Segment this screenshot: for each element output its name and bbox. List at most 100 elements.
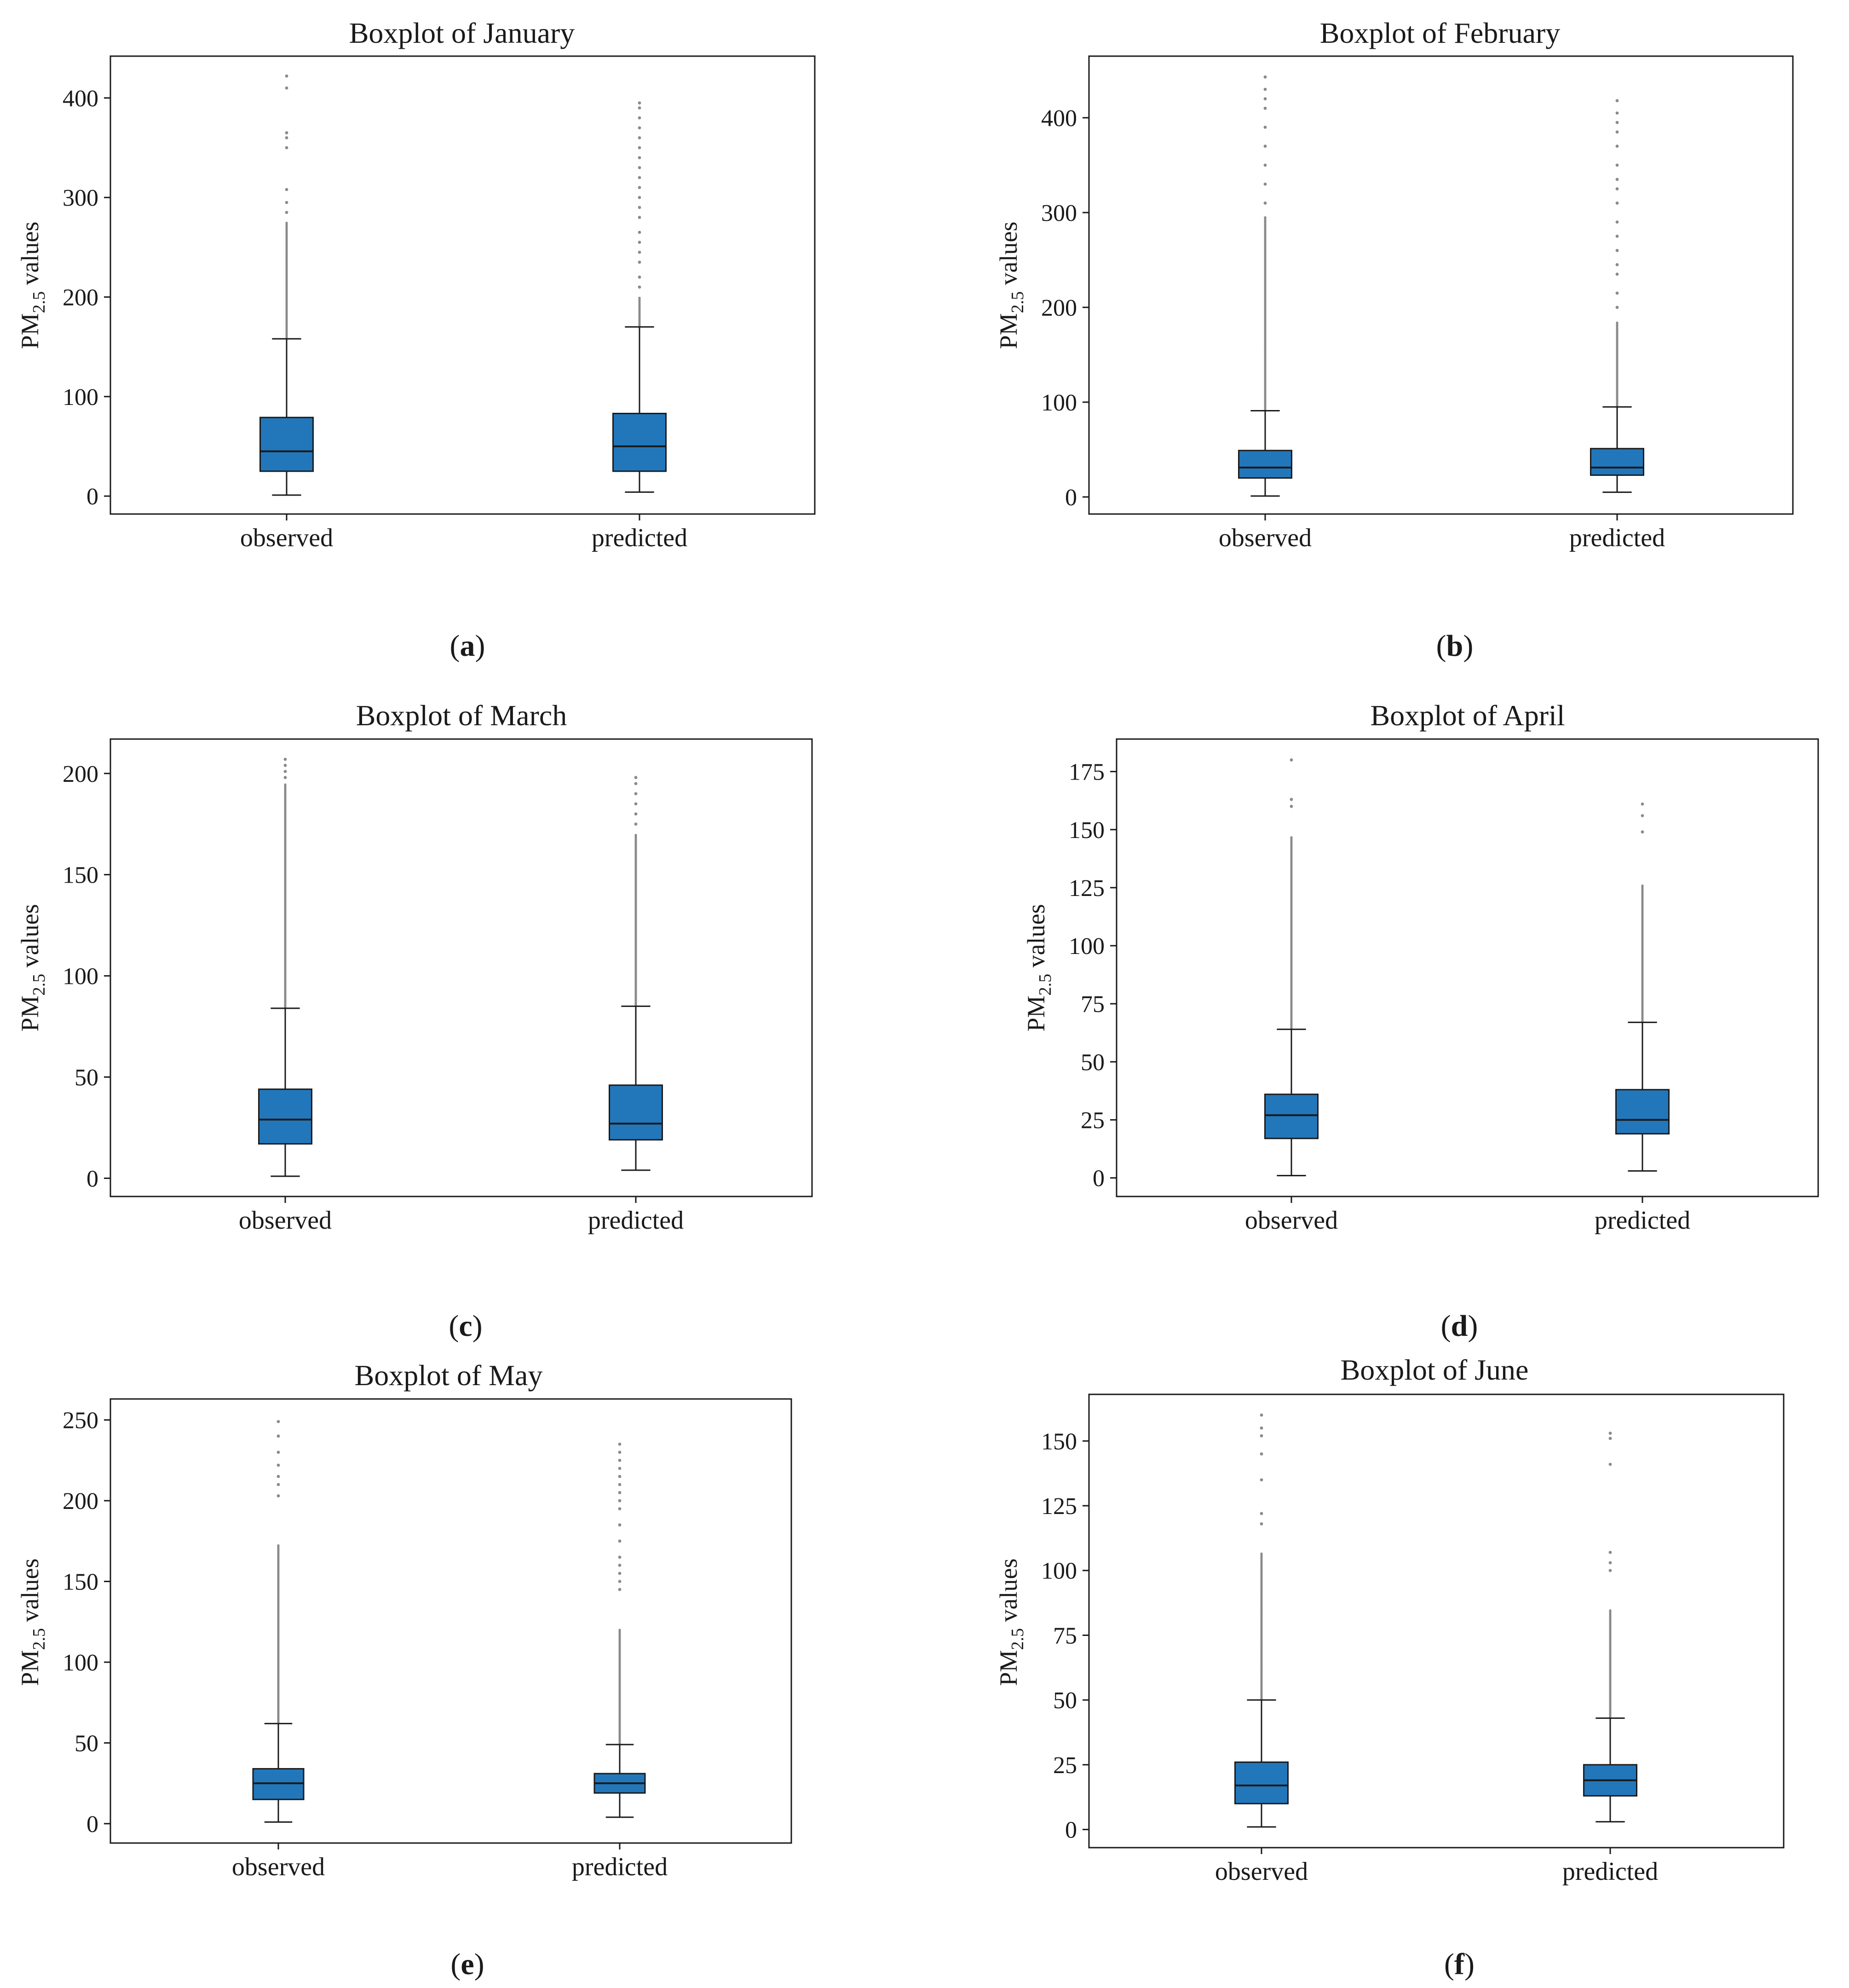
outlier-point (276, 1475, 280, 1478)
y-tick-label: 50 (1081, 1049, 1105, 1075)
x-tick-label: predicted (572, 1853, 668, 1881)
plot-frame (109, 738, 813, 1197)
box-predicted (612, 413, 667, 472)
chart-title: Boxplot of March (356, 699, 567, 732)
box-observed (258, 1088, 312, 1145)
outlier-dense-point (285, 221, 288, 224)
y-tick-label: 300 (63, 185, 98, 211)
outlier-point (638, 101, 641, 105)
y-tick-label: 0 (1065, 1817, 1077, 1844)
outlier-point (618, 1451, 622, 1454)
y-tick-label: 25 (1081, 1107, 1105, 1133)
outlier-point (1260, 1478, 1263, 1482)
outlier-point (285, 146, 288, 150)
outlier-point (276, 1463, 280, 1467)
chart-title: Boxplot of April (1370, 699, 1565, 732)
y-tick-label: 25 (1053, 1752, 1077, 1779)
y-axis-label: PM2.5 values (995, 1559, 1027, 1686)
outlier-point (1263, 163, 1267, 167)
outlier-point (283, 769, 287, 773)
outlier-point (638, 166, 641, 169)
outlier-point (285, 201, 288, 204)
outlier-point (1608, 1561, 1612, 1565)
outlier-point (1260, 1452, 1263, 1456)
panel-d: Boxplot of April (d) PM2.5 values 0 25 50 7… (1022, 699, 1819, 1343)
outlier-point (634, 782, 638, 786)
svg-text:(e): (e) (450, 1948, 484, 1981)
panel-b: Boxplot of February (b) PM2.5 values 0 10… (995, 17, 1794, 663)
outlier-point (618, 1499, 622, 1503)
x-tick-label: predicted (1569, 524, 1665, 552)
panel-c: Boxplot of March (c) PM2.5 values 0 50 100… (16, 699, 813, 1343)
y-tick-label: 200 (63, 284, 98, 311)
outlier-dense-point (284, 783, 287, 786)
y-tick-label: 200 (63, 761, 98, 787)
box-observed (1234, 1761, 1289, 1804)
outlier-point (1263, 75, 1267, 79)
outlier-point (276, 1494, 280, 1497)
plot-area: 0 50 100 150 200 250 observed predicted (63, 1398, 792, 1881)
outlier-point (618, 1572, 622, 1575)
outlier-point (1615, 99, 1619, 103)
panel-label-letter: b (1446, 629, 1463, 663)
outlier-point (638, 275, 641, 279)
outlier-point (276, 1483, 280, 1486)
x-tick-label: predicted (1562, 1857, 1658, 1886)
outlier-point (1263, 182, 1267, 186)
plot-frame (1116, 738, 1819, 1197)
outlier-point (634, 812, 638, 816)
outlier-point (1641, 830, 1644, 834)
y-tick-label: 400 (1041, 105, 1077, 132)
outlier-point (1260, 1426, 1263, 1430)
y-tick-label: 100 (1069, 933, 1105, 959)
outlier-point (1260, 1512, 1263, 1515)
outlier-point (618, 1580, 622, 1583)
panel-label: (d) (1441, 1309, 1478, 1343)
y-tick-label: 75 (1053, 1623, 1077, 1649)
outlier-point (276, 1451, 280, 1454)
outlier-point (638, 146, 641, 150)
y-axis-label: PM2.5 values (995, 222, 1027, 349)
outlier-point (618, 1491, 622, 1494)
panel-label-letter: d (1451, 1309, 1468, 1343)
outlier-point (1615, 248, 1619, 252)
outlier-point (285, 136, 288, 139)
panel-label-letter: a (460, 629, 475, 663)
plot-area: 0 50 100 150 200 observed predicted (63, 738, 813, 1235)
outlier-point (618, 1555, 622, 1559)
svg-text:(c): (c) (449, 1309, 482, 1343)
svg-text:(d): (d) (1441, 1309, 1478, 1343)
outlier-dense-point (638, 296, 641, 299)
y-tick-label: 75 (1081, 991, 1105, 1017)
plot-frame (1088, 1393, 1785, 1849)
outlier-point (638, 196, 641, 199)
y-tick-label: 0 (86, 484, 98, 510)
outlier-point (1608, 1437, 1612, 1440)
chart-title: Boxplot of June (1341, 1353, 1529, 1386)
outlier-point (283, 776, 287, 779)
outlier-point (618, 1458, 622, 1462)
outlier-point (638, 260, 641, 264)
y-tick-label: 0 (86, 1811, 98, 1838)
outlier-point (1615, 272, 1619, 276)
y-tick-label: 150 (1041, 1428, 1077, 1455)
chart-title: Boxplot of May (355, 1359, 543, 1392)
y-tick-label: 100 (1041, 1558, 1077, 1584)
plot-area: 0 25 50 75 100 125 150 175 observed predicted (1069, 738, 1819, 1235)
chart-title: Boxplot of January (349, 17, 575, 49)
panel-f: Boxplot of June (f) PM2.5 values 0 25 50 75… (995, 1353, 1785, 1981)
box-observed (259, 416, 314, 472)
panel-label: (b) (1436, 629, 1474, 663)
outlier-point (285, 131, 288, 134)
outlier-dense-point (1616, 321, 1619, 324)
y-tick-label: 50 (1053, 1687, 1077, 1714)
outlier-point (638, 116, 641, 120)
outlier-point (634, 792, 638, 796)
outlier-dense-point (1290, 836, 1293, 839)
outlier-point (285, 188, 288, 191)
outlier-point (1615, 121, 1619, 124)
outlier-point (285, 86, 288, 90)
y-tick-label: 175 (1069, 759, 1105, 786)
outlier-point (283, 757, 287, 761)
outlier-point (1615, 130, 1619, 134)
